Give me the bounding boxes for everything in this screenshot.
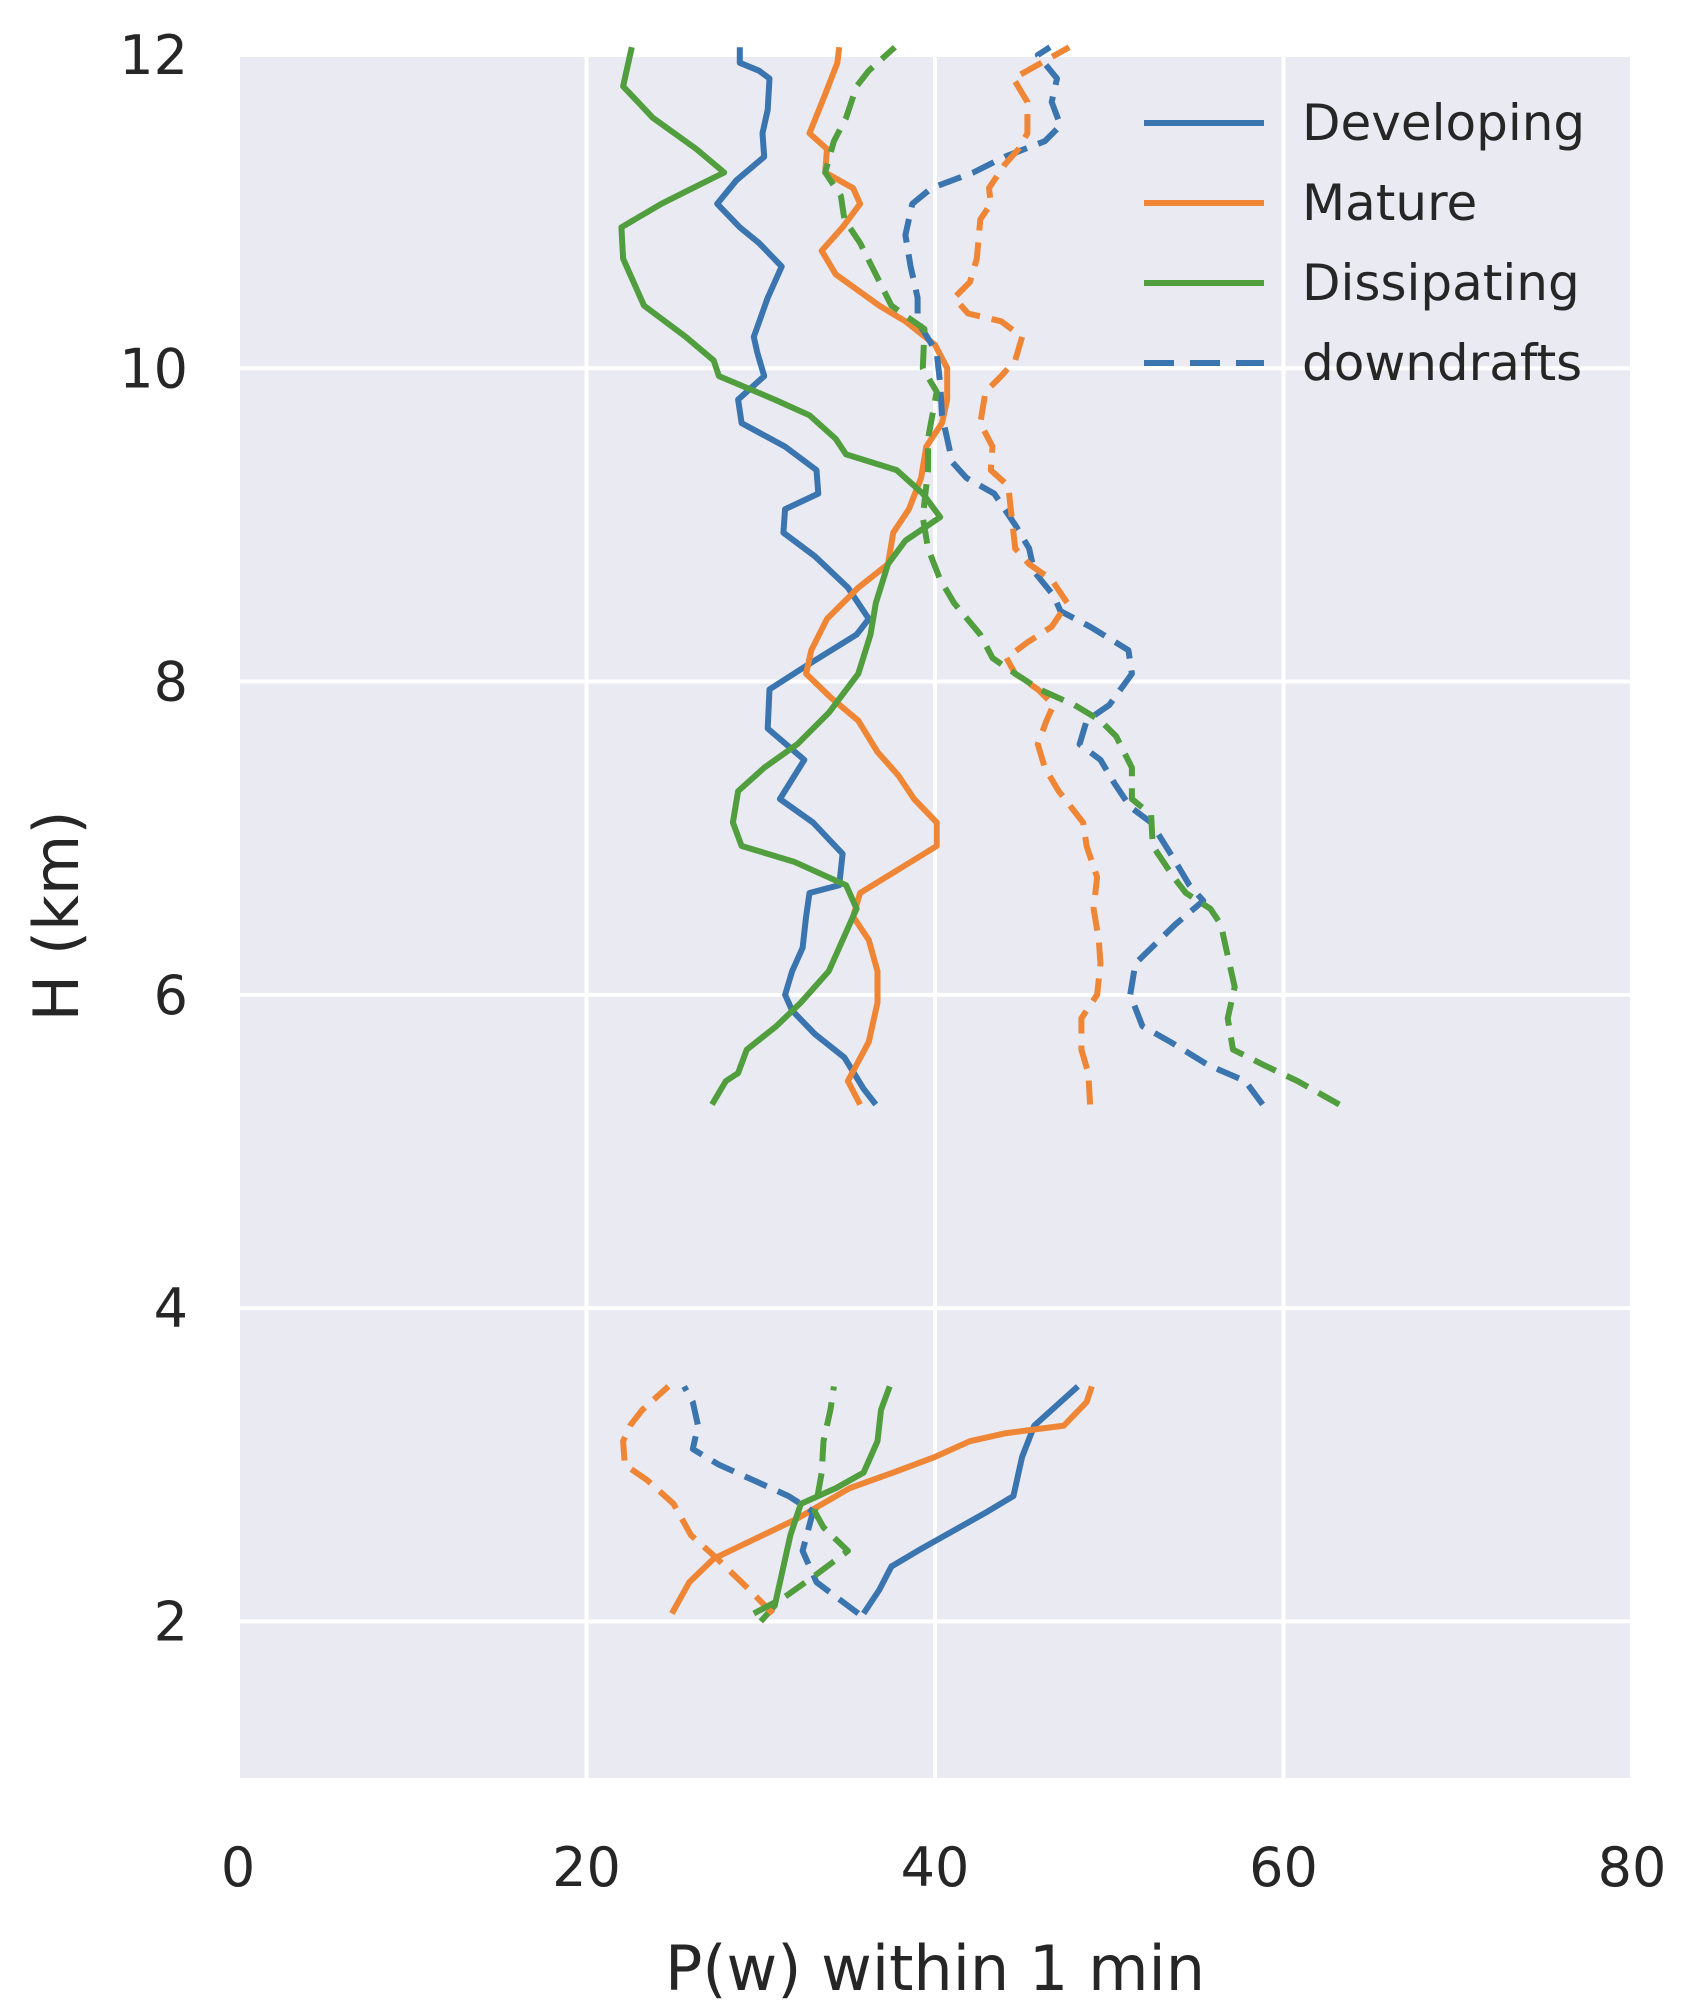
x-tick-label: 80: [1598, 1836, 1667, 1899]
y-tick-label: 4: [154, 1277, 188, 1340]
legend-label: Dissipating: [1302, 254, 1580, 312]
series-line-developing-downdrafts-lower: [681, 1384, 861, 1616]
series-line-developing-downdrafts-upper: [902, 44, 1266, 1107]
legend-label: downdrafts: [1302, 334, 1582, 392]
series-line-dissipating-downdrafts-lower: [752, 1385, 851, 1617]
x-tick-labels: 0 20 40 60 80: [221, 1836, 1667, 1899]
series-line-developing-lower: [861, 1384, 1080, 1616]
x-tick-label: 40: [901, 1836, 970, 1899]
legend-label: Mature: [1302, 174, 1477, 232]
y-tick-label: 6: [154, 964, 188, 1027]
series-line-mature-lower: [669, 1385, 1095, 1615]
series-line-developing-upper: [714, 47, 879, 1107]
y-tick-labels: 2 4 6 8 10 12: [119, 24, 188, 1653]
y-tick-label: 2: [154, 1590, 188, 1653]
series-line-dissipating-upper: [618, 46, 944, 1107]
y-axis-label: H (km): [20, 810, 93, 1021]
series-line-mature-downdrafts-upper: [951, 44, 1104, 1105]
y-tick-label: 8: [154, 651, 188, 714]
series-line-mature-upper: [803, 46, 951, 1106]
x-tick-label: 0: [221, 1836, 255, 1899]
x-tick-label: 20: [552, 1836, 621, 1899]
series-line-dissipating-downdrafts-upper: [822, 44, 1341, 1108]
x-tick-label: 60: [1249, 1836, 1318, 1899]
series-lines: [618, 44, 1341, 1624]
series-line-mature-downdrafts-lower: [620, 1384, 776, 1616]
legend: Developing Mature Dissipating downdrafts: [1144, 94, 1585, 392]
y-tick-label: 12: [119, 24, 188, 87]
y-tick-label: 10: [119, 337, 188, 400]
x-axis-label: P(w) within 1 min: [665, 1932, 1205, 2005]
legend-label: Developing: [1302, 94, 1585, 152]
